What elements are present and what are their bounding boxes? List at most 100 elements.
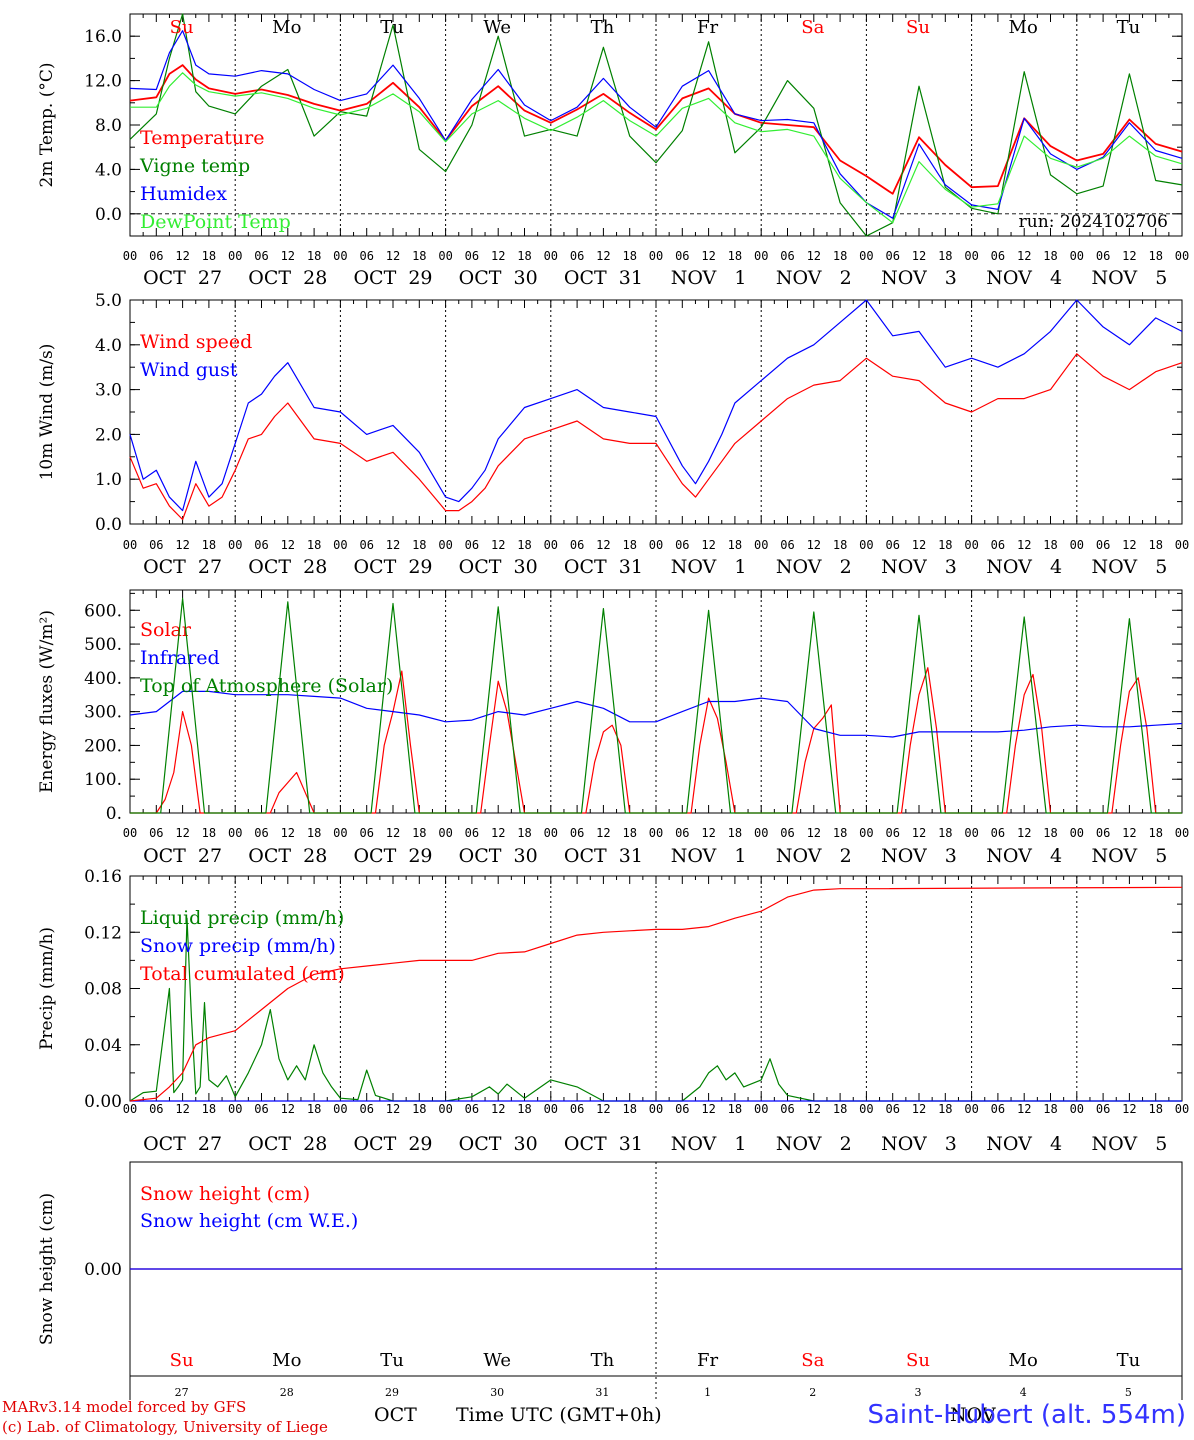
date-label: NOV 5 [1092,267,1168,289]
hour-tick-label: 00 [228,538,242,552]
date-label: NOV 2 [776,556,852,578]
hour-tick-label: 06 [780,1102,794,1116]
date-label: OCT 27 [143,267,222,289]
hour-tick-label: 00 [1175,249,1189,263]
date-label: OCT 30 [459,267,538,289]
hour-tick-label: 00 [1175,538,1189,552]
hour-tick-label: 06 [465,826,479,840]
hour-tick-label: 18 [412,826,426,840]
y-tick-label: 3.0 [95,381,122,401]
date-label: NOV 1 [671,556,747,578]
date-label: NOV 4 [986,845,1062,867]
date-label: NOV 4 [986,1133,1062,1155]
hour-tick-label: 12 [912,249,926,263]
hour-tick-label: 00 [964,826,978,840]
y-tick-label: 100. [84,770,122,790]
hour-tick-label: 06 [675,538,689,552]
hour-tick-label: 00 [1175,1102,1189,1116]
hour-tick-label: 18 [307,538,321,552]
weekday-label: Mo [272,1350,301,1371]
hour-tick-label: 12 [596,538,610,552]
legend-entry: Solar [140,619,192,641]
hour-tick-label: 00 [754,249,768,263]
date-label: OCT 29 [353,1133,432,1155]
date-label: NOV 4 [986,267,1062,289]
hour-tick-label: 18 [1148,1102,1162,1116]
hour-tick-label: 06 [149,249,163,263]
weekday-label: We [483,1350,511,1371]
hour-tick-label: 18 [728,1102,742,1116]
hour-tick-label: 18 [412,538,426,552]
weekday-label: Mo [1009,1350,1038,1371]
date-label: NOV 2 [776,267,852,289]
hour-tick-label: 12 [596,826,610,840]
hour-tick-label: 06 [359,1102,373,1116]
hour-tick-label: 12 [1017,538,1031,552]
hour-tick-label: 12 [386,538,400,552]
hour-tick-label: 18 [728,538,742,552]
hour-tick-label: 18 [622,826,636,840]
hour-tick-label: 06 [991,249,1005,263]
series-line-liquid-precip-mm-h- [129,917,1182,1102]
hour-tick-label: 06 [465,538,479,552]
weekday-label: Su [170,17,194,38]
hour-tick-label: 12 [281,1102,295,1116]
hour-tick-label: 06 [885,1102,899,1116]
hour-tick-label: 00 [438,826,452,840]
hour-tick-label: 00 [1070,826,1084,840]
series-line-top-of-atmosphere-solar- [130,597,1182,814]
hour-tick-label: 00 [1070,1102,1084,1116]
hour-tick-label: 18 [202,1102,216,1116]
hour-tick-label: 06 [675,249,689,263]
day-number-label: 29 [385,1386,399,1399]
date-label: OCT 28 [248,1133,327,1155]
weekday-label: Tu [1117,1350,1141,1371]
weekday-label: Sa [801,17,824,38]
hour-tick-label: 18 [517,826,531,840]
hour-tick-label: 00 [228,1102,242,1116]
hour-tick-label: 00 [333,249,347,263]
credits: MARv3.14 model forced by GFS (c) Lab. of… [2,1397,328,1437]
date-label: NOV 5 [1092,1133,1168,1155]
hour-tick-label: 06 [149,1102,163,1116]
hour-tick-label: 06 [570,249,584,263]
weekday-label: We [483,17,511,38]
date-label: OCT 30 [459,845,538,867]
hour-tick-label: 12 [281,826,295,840]
time-axis-label: Time UTC (GMT+0h) [456,1404,662,1426]
weekday-label: Th [591,1350,615,1371]
series-line-dewpoint-temp [130,72,1183,224]
y-tick-label: 2.0 [95,425,122,445]
legend-entry: Wind speed [140,331,252,353]
hour-tick-label: 00 [123,249,137,263]
hour-tick-label: 18 [833,826,847,840]
hour-tick-label: 12 [175,249,189,263]
series-line-humidex [129,30,1183,219]
hour-tick-label: 18 [1148,249,1162,263]
date-label: OCT 31 [564,1133,643,1155]
hour-tick-label: 12 [175,1102,189,1116]
hour-tick-label: 18 [517,538,531,552]
hour-tick-label: 06 [991,1102,1005,1116]
hour-tick-label: 00 [859,1102,873,1116]
hour-tick-label: 12 [386,1102,400,1116]
y-tick-label: 0.12 [84,923,122,943]
series-line-vigne-temp [129,13,1183,237]
hour-tick-label: 12 [701,1102,715,1116]
y-tick-label: 0.00 [84,1260,122,1280]
hour-tick-label: 00 [123,826,137,840]
day-number-label: 1 [704,1386,711,1399]
hour-tick-label: 06 [780,249,794,263]
hour-tick-label: 18 [938,538,952,552]
date-label: OCT 30 [459,556,538,578]
y-axis-label: Precip (mm/h) [37,927,57,1050]
weekday-label: Mo [1009,17,1038,38]
hour-tick-label: 00 [964,1102,978,1116]
day-number-label: 2 [809,1386,816,1399]
hour-tick-label: 12 [1017,826,1031,840]
day-number-label: 3 [915,1386,922,1399]
hour-tick-label: 00 [544,1102,558,1116]
day-number-label: 30 [490,1386,504,1399]
y-tick-label: 0.16 [84,867,122,887]
hour-tick-label: 12 [386,249,400,263]
